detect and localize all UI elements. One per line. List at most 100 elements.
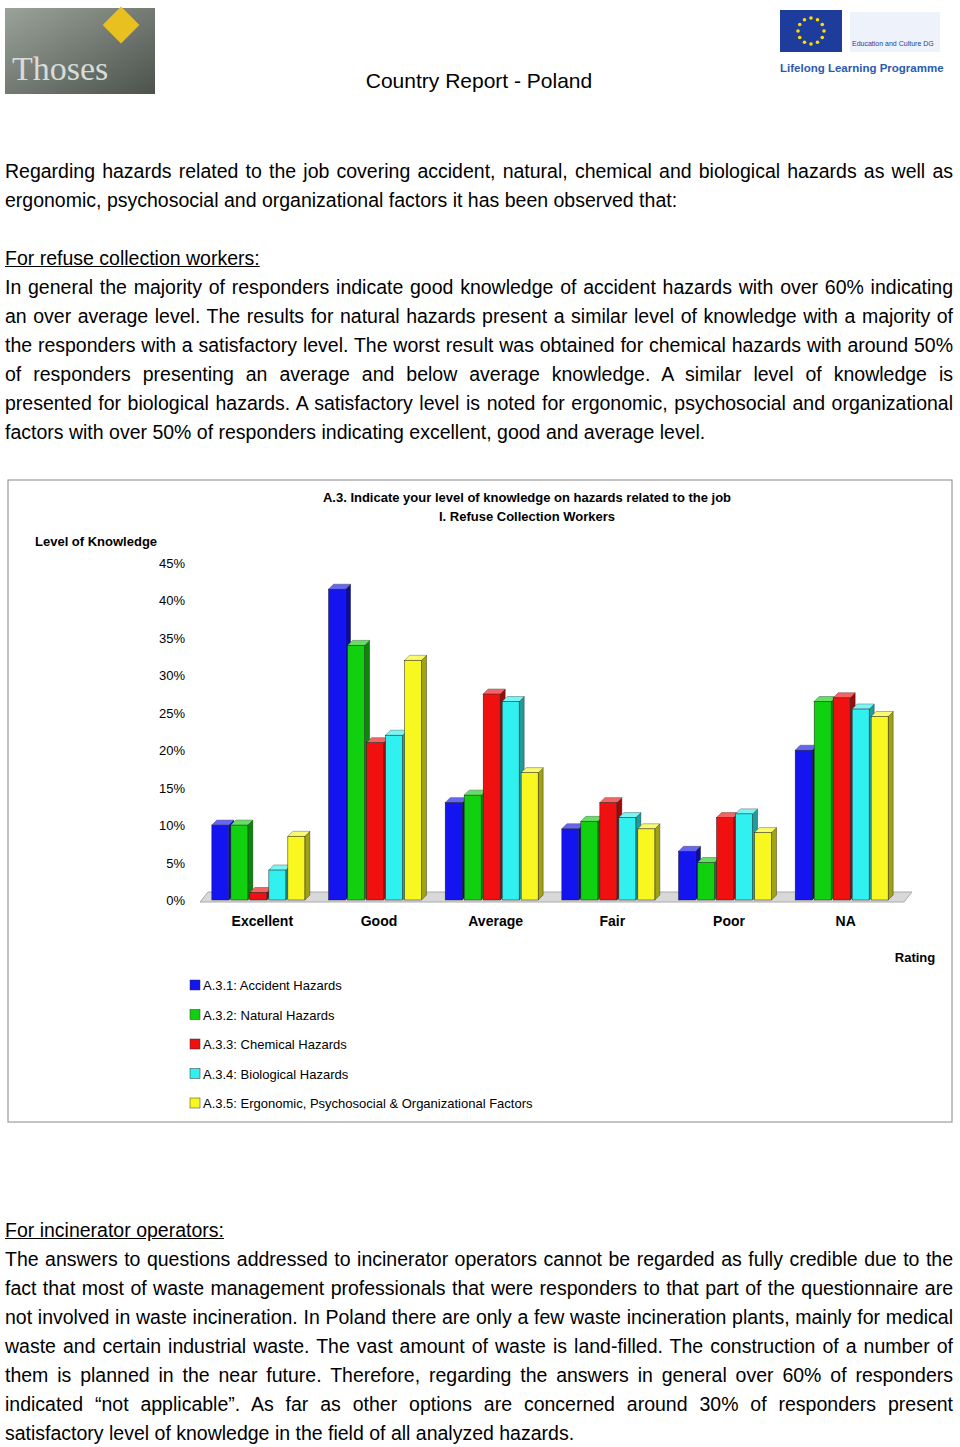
bar [871, 717, 888, 900]
bar-top [464, 790, 486, 795]
y-tick-label: 30% [159, 668, 185, 683]
bar [833, 698, 850, 900]
y-tick-label: 25% [159, 706, 185, 721]
bar-side-shade [500, 689, 505, 900]
bar-top [871, 712, 893, 717]
bar-side-shade [579, 824, 584, 900]
legend-swatch [190, 1039, 200, 1049]
bar-side-shade [384, 738, 389, 900]
bar-side-shade [267, 888, 272, 900]
bar-top [638, 824, 660, 829]
section-heading: For refuse collection workers: [5, 244, 260, 273]
bar-side-shade [617, 798, 622, 900]
bar-top-shade [698, 858, 720, 863]
bar-top [521, 768, 543, 773]
bar [212, 825, 229, 900]
bar [405, 660, 422, 900]
bar-side [617, 798, 622, 900]
eu-star [798, 36, 802, 40]
bar-side-shade [462, 798, 467, 900]
eu-star [803, 18, 807, 22]
bar-top [581, 816, 603, 821]
bar-side-shade [519, 697, 524, 900]
bar-side [346, 584, 351, 900]
bar-top-shade [445, 798, 467, 803]
eu-star [798, 23, 802, 27]
bar-side-shade [715, 858, 720, 900]
bar-side [655, 824, 660, 900]
bar [638, 829, 655, 900]
bar [288, 836, 305, 900]
bar-side [365, 640, 370, 900]
eu-star [820, 36, 824, 40]
eu-star [816, 40, 820, 44]
bar-top-shade [679, 846, 701, 851]
bar-top-shade [619, 813, 641, 818]
legend-label: A.3.5: Ergonomic, Psychosocial & Organiz… [203, 1096, 533, 1111]
bar-top [755, 828, 777, 833]
bar-top-shade [833, 693, 855, 698]
legend-swatch [190, 1069, 200, 1079]
y-tick-label: 35% [159, 631, 185, 646]
bar [502, 702, 519, 900]
bar-top-shade [871, 712, 893, 717]
bar-top [814, 697, 836, 702]
page-title: Country Report - Poland [366, 69, 592, 92]
bar-side [462, 798, 467, 900]
bar-side [403, 730, 408, 900]
bar-side-shade [869, 704, 874, 900]
bar [679, 851, 696, 900]
eu-banner [850, 12, 940, 52]
bar-top [212, 820, 234, 825]
bar-side [305, 831, 310, 900]
bar-top-shade [367, 738, 389, 743]
legend-swatch [190, 980, 200, 990]
bar [795, 750, 812, 900]
eu-star [822, 29, 826, 33]
bar [736, 814, 753, 900]
bar-side-shade [403, 730, 408, 900]
bar-side-shade [248, 820, 253, 900]
bar-top-shade [795, 745, 817, 750]
bar-side [384, 738, 389, 900]
bar-side [888, 712, 893, 900]
bar-side [538, 768, 543, 900]
bar-top-shade [600, 798, 622, 803]
bar-top-shade [852, 704, 874, 709]
legend-label: A.3.4: Biological Hazards [203, 1067, 349, 1082]
bar-side-shade [772, 828, 777, 900]
bar-top [679, 846, 701, 851]
heading-text: For refuse collection workers: [5, 247, 260, 269]
eu-star [820, 23, 824, 27]
bar-side-shade [636, 813, 641, 900]
y-tick-label: 45% [159, 556, 185, 571]
logo-sign [103, 7, 140, 44]
bar-side-shade [346, 584, 351, 900]
bars [212, 584, 893, 900]
bar [852, 709, 869, 900]
bar [269, 870, 286, 900]
bar-top-shade [329, 584, 351, 589]
bar [483, 694, 500, 900]
y-tick-label: 10% [159, 818, 185, 833]
bar-top-shade [502, 697, 524, 702]
bar-side [286, 865, 291, 900]
bar-side [831, 697, 836, 900]
bar-side [248, 820, 253, 900]
x-tick-label: Fair [599, 913, 625, 929]
legend-swatch [190, 1098, 200, 1108]
bar-top-shade [231, 820, 253, 825]
bar [348, 645, 365, 900]
bar-top [329, 584, 351, 589]
eu-flag [780, 10, 842, 52]
bar-side-shade [598, 816, 603, 900]
bar-side-shade [481, 790, 486, 900]
bar-side [850, 693, 855, 900]
bar-top-shade [464, 790, 486, 795]
bar [329, 589, 346, 900]
intro-paragraph: Regarding hazards related to the job cov… [5, 157, 953, 215]
bar-top-shade [250, 888, 272, 893]
bar-side-shade [888, 712, 893, 900]
eu-star [809, 16, 813, 20]
y-axis-label: Level of Knowledge [35, 534, 157, 549]
